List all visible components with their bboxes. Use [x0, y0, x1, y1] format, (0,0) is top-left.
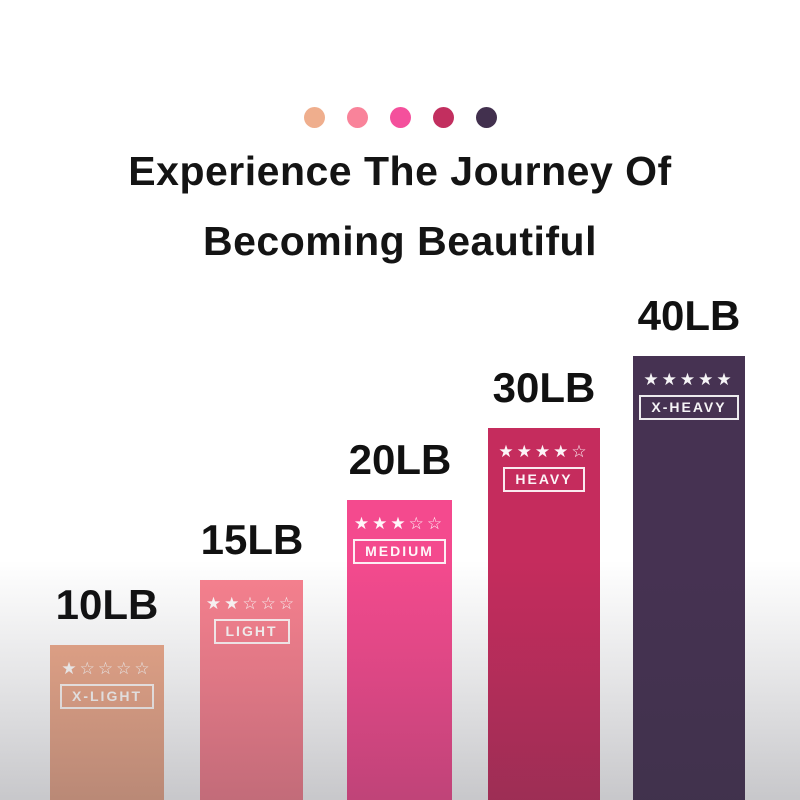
- weight-label-40lb: 40LB: [637, 292, 741, 339]
- bar-light: ★★☆☆☆ LIGHT: [200, 580, 303, 800]
- x-light-color-dot-icon: [303, 107, 325, 128]
- x-heavy-color-dot-icon: [475, 107, 497, 128]
- weight-label-20lb: 20LB: [348, 436, 452, 483]
- bar-medium: ★★★☆☆ MEDIUM: [347, 500, 452, 800]
- bar-x-heavy: ★★★★★ X-HEAVY: [633, 356, 745, 800]
- band-label: X-LIGHT: [60, 684, 154, 709]
- band-label-text: HEAVY: [515, 471, 573, 487]
- weight-label-30lb: 30LB: [492, 364, 596, 411]
- heavy-color-dot-icon: [432, 107, 454, 128]
- medium-color-dot-icon: [389, 107, 411, 128]
- band-label-text: LIGHT: [225, 623, 278, 639]
- light-color-dot-icon: [346, 107, 368, 128]
- weight-label-15lb: 15LB: [200, 516, 304, 563]
- page-title-line-2: Becoming Beautiful: [203, 218, 597, 264]
- star-rating: ★★★★★: [643, 370, 735, 390]
- star-rating: ★★★☆☆: [353, 514, 446, 534]
- band-label: X-HEAVY: [639, 395, 739, 420]
- bar-x-light: ★☆☆☆☆ X-LIGHT: [50, 645, 164, 800]
- band-label: MEDIUM: [353, 539, 446, 564]
- page-title-line-1: Experience The Journey Of: [128, 148, 672, 194]
- star-rating: ★☆☆☆☆: [61, 659, 153, 679]
- band-label: HEAVY: [503, 467, 585, 492]
- bar-heavy: ★★★★☆ HEAVY: [488, 428, 600, 800]
- band-label-text: MEDIUM: [365, 543, 434, 559]
- band-label-text: X-HEAVY: [651, 399, 727, 415]
- star-rating: ★★☆☆☆: [205, 594, 298, 614]
- star-rating: ★★★★☆: [498, 442, 590, 462]
- band-label: LIGHT: [213, 619, 290, 644]
- weight-label-10lb: 10LB: [55, 581, 159, 628]
- palette-dots: [0, 107, 800, 128]
- page-title: Experience The Journey Of Becoming Beaut…: [0, 136, 800, 276]
- band-label-text: X-LIGHT: [72, 688, 142, 704]
